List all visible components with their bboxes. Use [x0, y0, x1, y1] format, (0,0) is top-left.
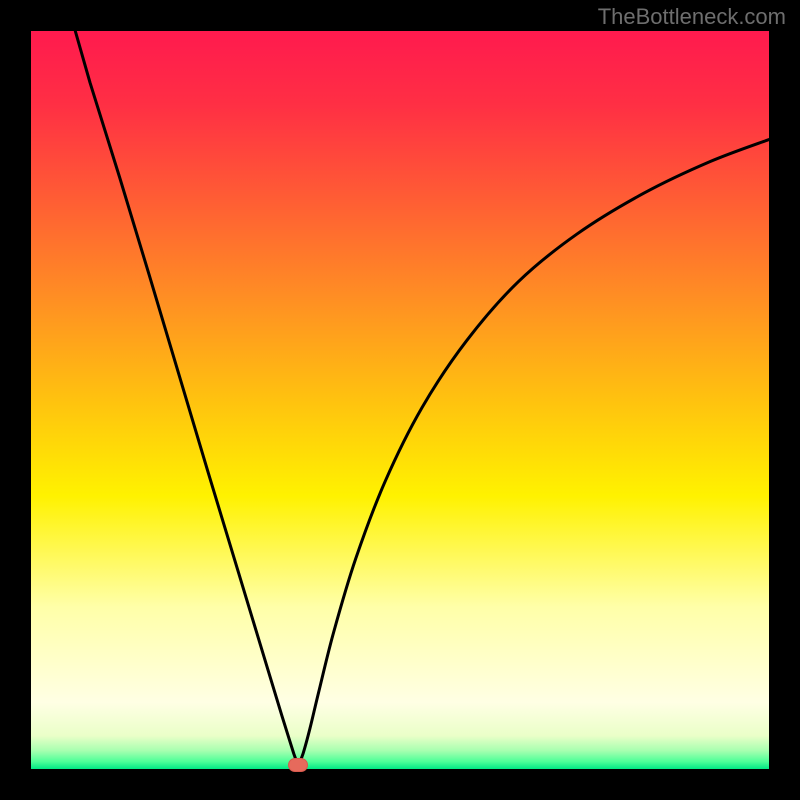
bottleneck-curve [31, 31, 769, 769]
watermark-text: TheBottleneck.com [598, 4, 786, 30]
plot-area [31, 31, 769, 769]
chart-outer-frame: TheBottleneck.com [0, 0, 800, 800]
optimal-point-marker [288, 758, 308, 772]
